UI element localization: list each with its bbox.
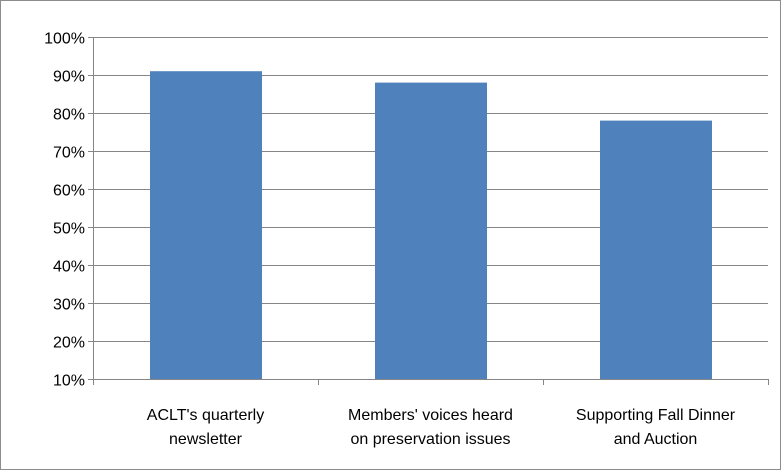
y-tick-label: 80%: [53, 107, 85, 124]
x-category-label: ACLT's quarterly newsletter: [147, 407, 264, 448]
y-tick-label: 40%: [53, 259, 85, 276]
bar: [375, 82, 487, 379]
y-tick-label: 20%: [53, 335, 85, 352]
bars: [150, 71, 712, 379]
x-category-label-line: Members' voices heard: [348, 407, 513, 424]
x-category-label-line: Supporting Fall Dinner: [576, 407, 736, 424]
x-category-label: Members' voices heard on preservation iss…: [348, 407, 513, 448]
x-category-label-line: ACLT's quarterly: [147, 407, 264, 424]
bar: [600, 120, 712, 379]
y-tick-label: 50%: [53, 221, 85, 238]
y-tick-label: 70%: [53, 145, 85, 162]
y-axis-tick-labels: 10% 20% 30% 40% 50% 60% 70% 80% 90% 100%: [44, 31, 85, 390]
y-tick-label: 10%: [53, 373, 85, 390]
x-category-label-line: on preservation issues: [350, 431, 510, 448]
x-category-label: Supporting Fall Dinner and Auction: [576, 407, 736, 448]
axes: [88, 37, 769, 385]
y-tick-label: 100%: [44, 31, 85, 48]
x-category-label-line: and Auction: [614, 431, 698, 448]
x-axis-category-labels: ACLT's quarterly newsletter Members' voice…: [147, 407, 736, 448]
y-tick-label: 90%: [53, 69, 85, 86]
y-tick-label: 60%: [53, 183, 85, 200]
bar: [150, 71, 262, 379]
x-category-label-line: newsletter: [169, 431, 243, 448]
y-tick-label: 30%: [53, 297, 85, 314]
